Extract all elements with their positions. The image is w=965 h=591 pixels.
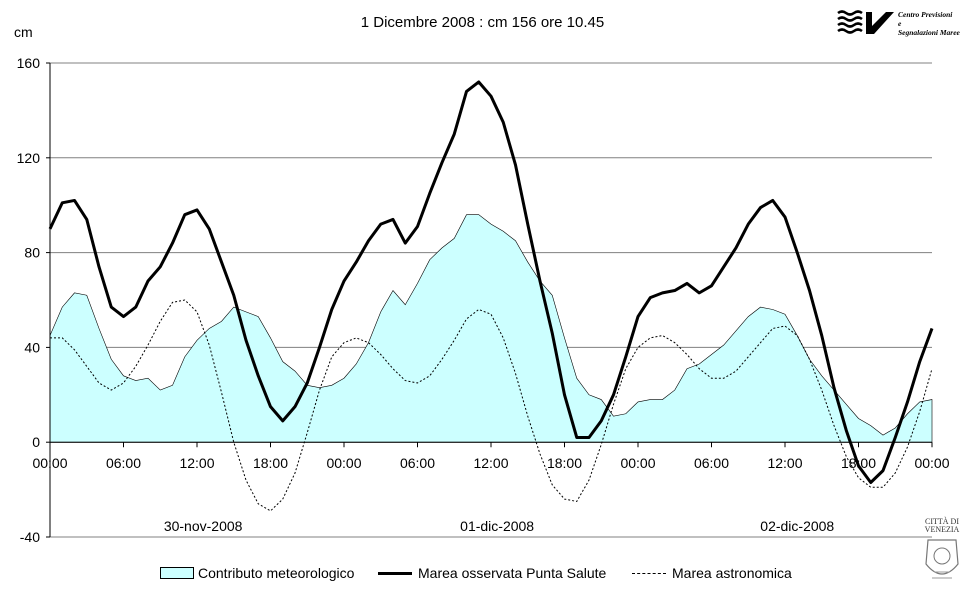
x-tick-label: 06:00 <box>694 455 729 471</box>
x-tick-label: 18:00 <box>841 455 876 471</box>
x-tick-label: 06:00 <box>106 455 141 471</box>
y-tick-label: 120 <box>17 150 41 166</box>
logo-text-line: Segnalazioni Maree <box>898 28 960 37</box>
day-label: 02-dic-2008 <box>760 518 834 534</box>
legend-label-astronomical: Marea astronomica <box>672 565 792 581</box>
logo-text-line: e <box>898 19 902 28</box>
x-tick-label: 00:00 <box>914 455 949 471</box>
x-tick-label: 18:00 <box>253 455 288 471</box>
legend-label-observed: Marea osservata Punta Salute <box>418 565 607 581</box>
x-tick-label: 12:00 <box>179 455 214 471</box>
legend-item-observed: Marea osservata Punta Salute <box>378 565 606 581</box>
logo-text-line: Centro Previsioni <box>898 10 953 19</box>
seal-text-line: CITTÀ DI <box>925 517 959 526</box>
day-label: 01-dic-2008 <box>460 518 534 534</box>
y-tick-label: 40 <box>24 339 40 355</box>
legend-line-observed <box>378 571 412 575</box>
x-tick-label: 12:00 <box>473 455 508 471</box>
venezia-seal-emblem <box>925 539 959 579</box>
day-label: 30-nov-2008 <box>164 518 243 534</box>
venezia-seal: CITTÀ DI VENEZIA <box>920 518 964 588</box>
cpsm-logo: Centro Previsioni e Segnalazioni Maree <box>836 8 964 42</box>
series-area-meteo <box>49 214 933 443</box>
x-tick-label: 00:00 <box>620 455 655 471</box>
y-axis-unit-label: cm <box>14 24 33 40</box>
x-tick-label: 00:00 <box>32 455 67 471</box>
legend-swatch-meteo <box>160 567 194 579</box>
x-tick-label: 12:00 <box>767 455 802 471</box>
x-tick-label: 18:00 <box>547 455 582 471</box>
seal-text-line: VENEZIA <box>924 525 960 534</box>
legend-line-astronomical <box>632 572 666 574</box>
cpsm-logo-text: Centro Previsioni e Segnalazioni Maree <box>898 10 965 37</box>
y-tick-label: -40 <box>20 529 40 545</box>
x-tick-label: 06:00 <box>400 455 435 471</box>
y-tick-label: 160 <box>17 55 41 71</box>
legend-item-astronomical: Marea astronomica <box>632 565 792 581</box>
y-tick-label: 0 <box>32 434 40 450</box>
series-line-observed <box>48 80 934 484</box>
legend-label-meteo: Contributo meteorologico <box>198 565 355 581</box>
x-tick-label: 00:00 <box>326 455 361 471</box>
legend-item-meteo: Contributo meteorologico <box>160 565 354 581</box>
tide-chart: -40 0 40 80 120 160 00:00 06:00 12:00 18:00 00:00 0… <box>17 55 950 545</box>
chart-title: 1 Dicembre 2008 : cm 156 ore 10.45 <box>360 14 605 31</box>
cpsm-logo-mark <box>837 10 894 34</box>
y-tick-label: 80 <box>24 245 40 261</box>
